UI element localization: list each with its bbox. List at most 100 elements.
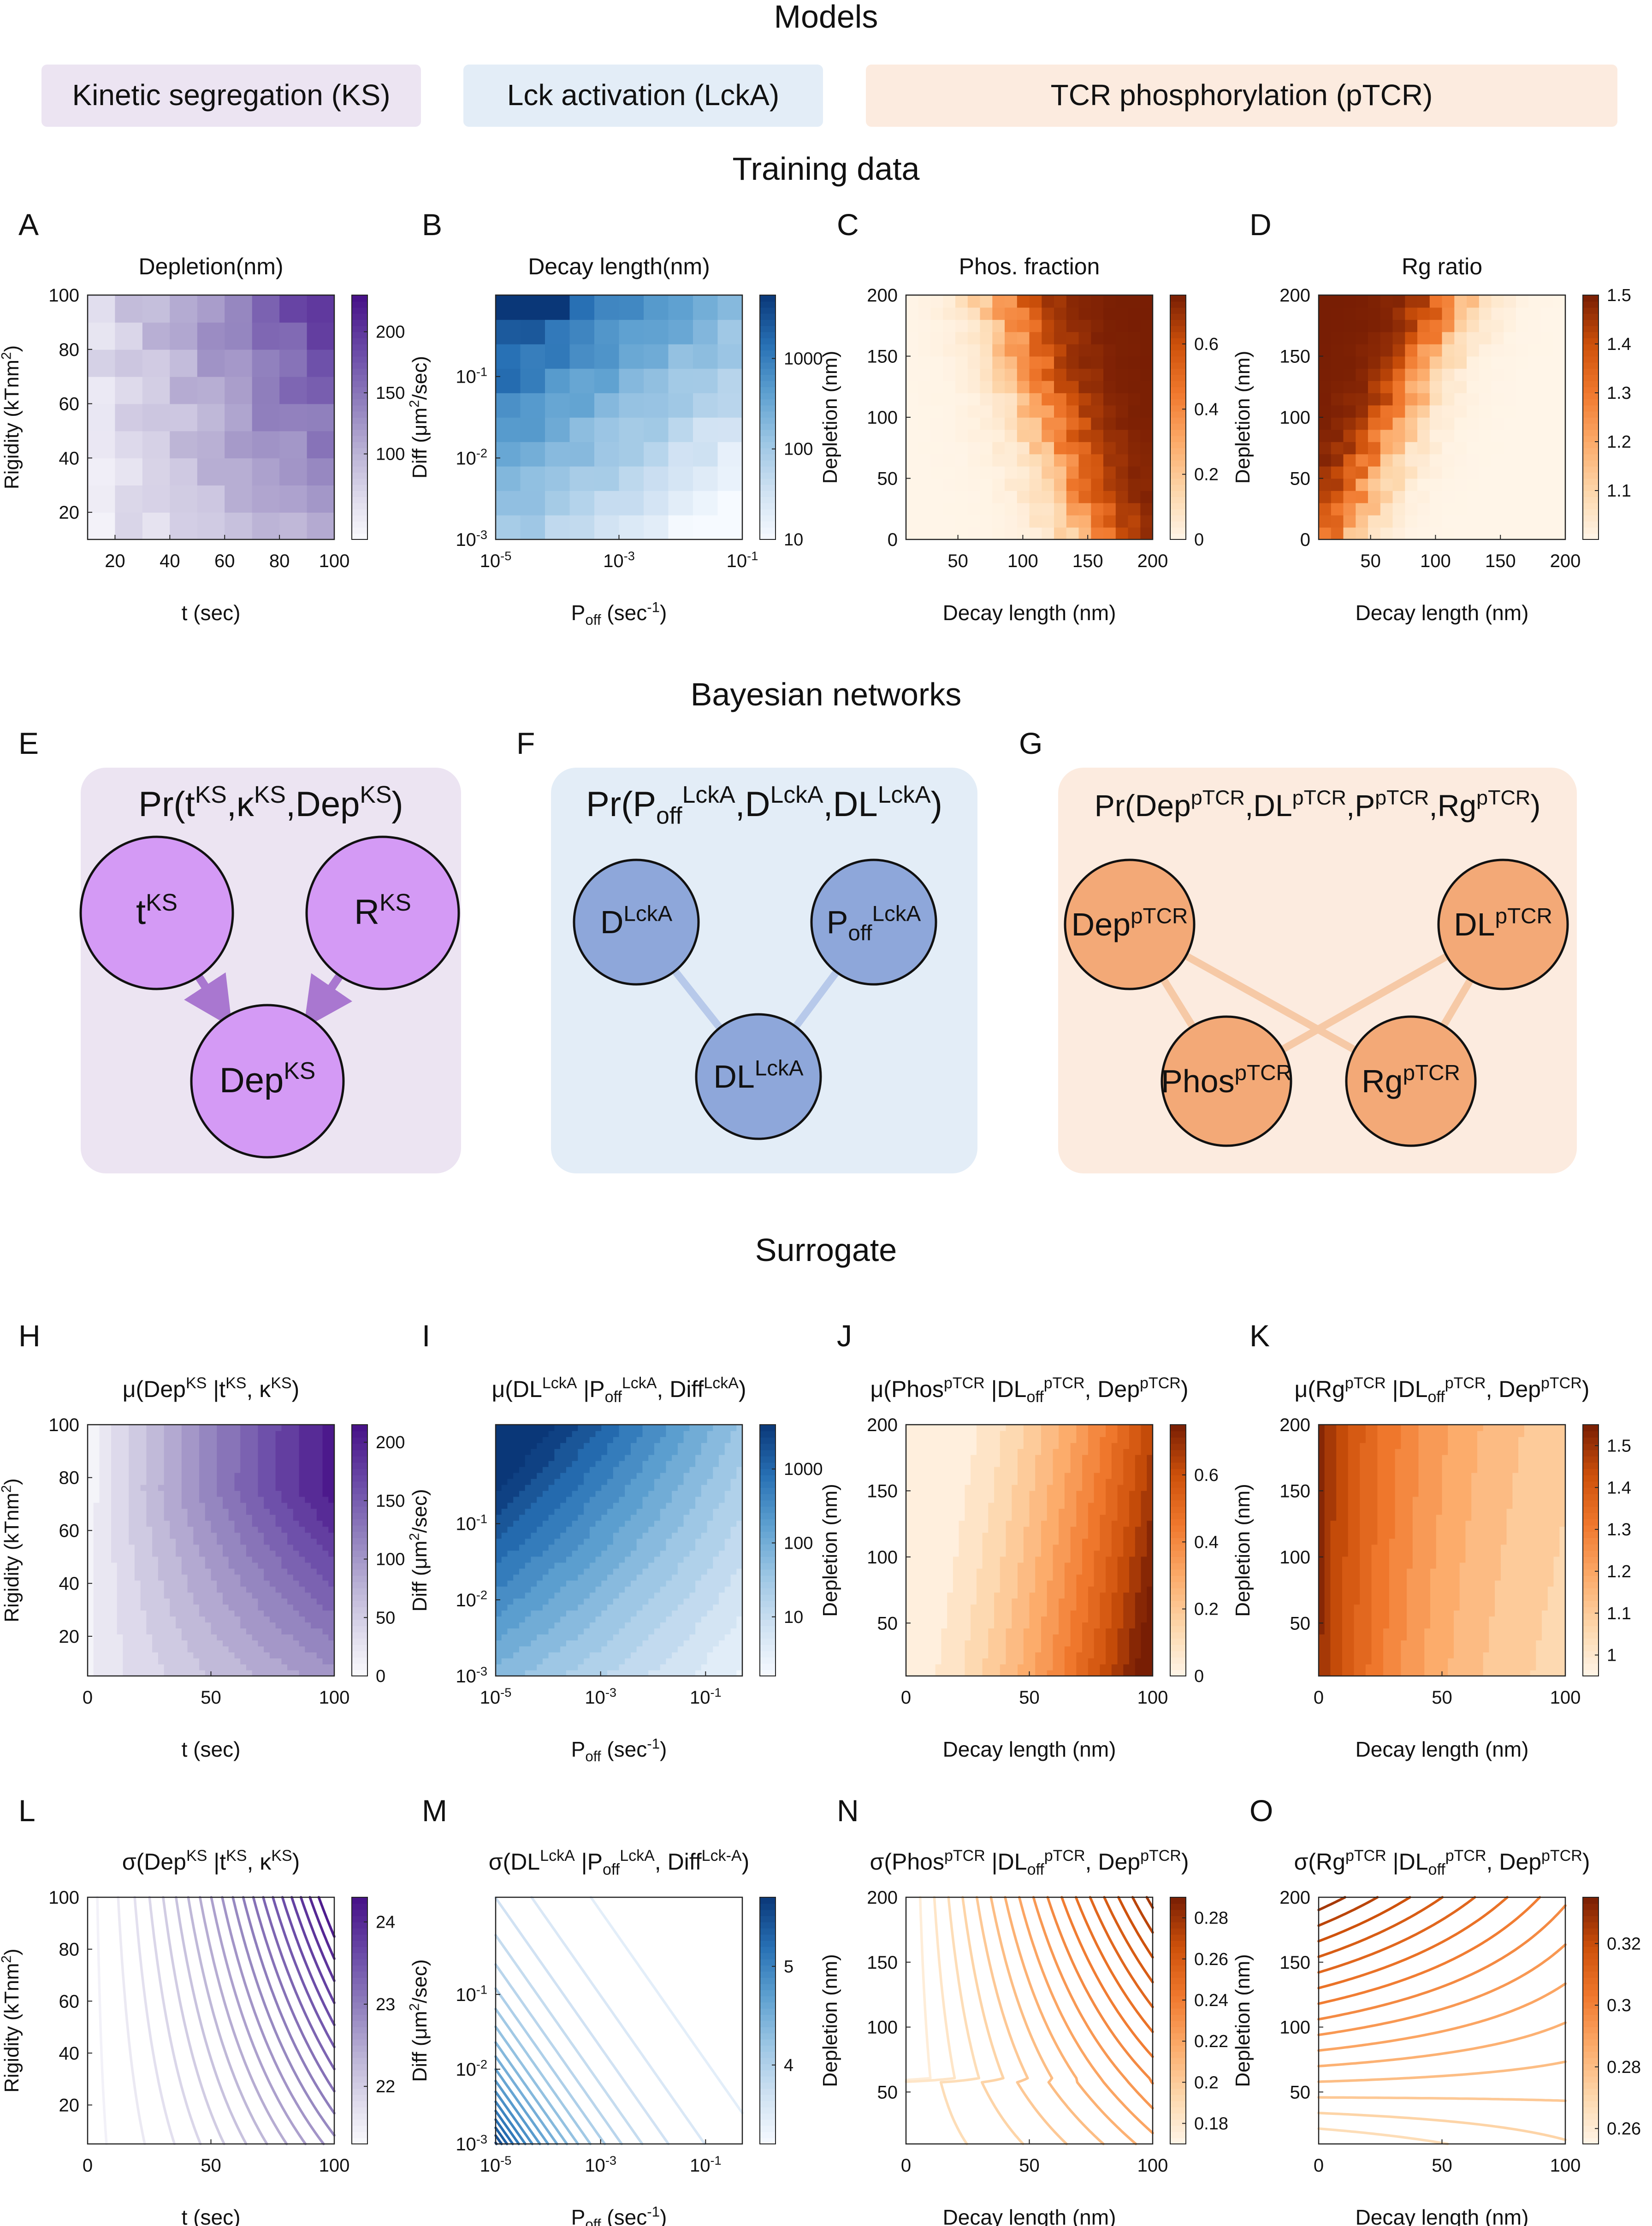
cell-I — [625, 1550, 631, 1557]
cell-I — [507, 1431, 514, 1437]
cell-A — [197, 403, 225, 432]
cell-H — [170, 1502, 176, 1509]
cell-I — [636, 1484, 643, 1491]
cell-H — [246, 1431, 253, 1437]
cell-I — [560, 1431, 567, 1437]
cell-D — [1392, 295, 1406, 308]
cell-I — [631, 1520, 637, 1527]
cell-I — [607, 1580, 614, 1587]
cell-H — [275, 1508, 282, 1515]
cell-A — [279, 295, 308, 323]
cell-I — [683, 1592, 690, 1599]
cell-C — [906, 368, 919, 381]
colorbar-segment — [352, 1456, 367, 1463]
cell-H — [328, 1437, 335, 1443]
cell-H — [275, 1610, 282, 1617]
cell-H — [99, 1496, 106, 1503]
cell-I — [631, 1634, 637, 1640]
cell-I — [554, 1425, 561, 1431]
cell-I — [677, 1670, 684, 1676]
cell-I — [601, 1568, 608, 1575]
cell-C — [1042, 307, 1054, 320]
cell-D — [1467, 332, 1480, 344]
cell-H — [193, 1514, 200, 1521]
cell-C — [1054, 295, 1067, 308]
cell-D — [1405, 515, 1418, 528]
cell-I — [595, 1670, 602, 1676]
cell-I — [631, 1532, 637, 1539]
cell-I — [695, 1514, 702, 1521]
cell-I — [589, 1550, 596, 1557]
cell-I — [642, 1514, 649, 1521]
colorbar-segment — [1170, 307, 1186, 314]
cell-I — [713, 1448, 719, 1455]
cell-H — [246, 1610, 253, 1617]
cell-I — [548, 1442, 555, 1449]
cell-I — [689, 1670, 696, 1676]
cell-H — [275, 1425, 282, 1431]
cell-C — [1115, 429, 1129, 442]
cell-D — [1429, 503, 1443, 515]
cell-H — [234, 1520, 241, 1527]
cell-H — [217, 1586, 223, 1593]
cell-H — [187, 1484, 194, 1491]
cell-H — [123, 1478, 129, 1485]
cell-D — [1356, 295, 1368, 308]
cell-C — [1005, 466, 1018, 479]
cell-C — [1091, 344, 1104, 357]
cell-C — [1029, 380, 1042, 393]
cell-C — [1005, 442, 1018, 455]
cell-D — [1516, 429, 1529, 442]
colorbar-segment — [1583, 460, 1599, 467]
cell-H — [264, 1532, 270, 1539]
cell-I — [642, 1466, 649, 1473]
cell-H — [234, 1544, 241, 1551]
cell-H — [123, 1532, 129, 1539]
cell-H — [287, 1448, 294, 1455]
cell-D — [1504, 491, 1516, 503]
cell-I — [507, 1568, 514, 1575]
cell-H — [311, 1556, 317, 1563]
cell-H — [134, 1508, 141, 1515]
cell-H — [176, 1664, 182, 1670]
cell-H — [316, 1574, 323, 1581]
cell-I — [654, 1478, 661, 1485]
cell-I — [689, 1640, 696, 1646]
cell-H — [170, 1472, 176, 1479]
cell-H — [322, 1598, 329, 1605]
cell-B — [569, 466, 595, 491]
cell-H — [164, 1520, 171, 1527]
cell-I — [736, 1478, 743, 1485]
cell-H — [311, 1634, 317, 1640]
cell-H — [246, 1562, 253, 1569]
cell-I — [501, 1425, 508, 1431]
cell-B — [594, 295, 620, 320]
plot-area-D — [1319, 295, 1566, 540]
cell-I — [584, 1640, 590, 1646]
chart-title-H: μ(DepKS |tKS, κKS) — [123, 1374, 300, 1402]
cell-H — [164, 1538, 171, 1545]
cell-H — [99, 1646, 106, 1652]
cell-I — [589, 1670, 596, 1676]
cell-I — [531, 1586, 537, 1593]
cell-H — [134, 1622, 141, 1628]
cell-I — [548, 1634, 555, 1640]
cell-I — [619, 1658, 625, 1664]
colorbar-segment — [760, 1493, 776, 1501]
cell-H — [211, 1532, 217, 1539]
cell-I — [501, 1454, 508, 1461]
cell-I — [660, 1568, 667, 1575]
cell-I — [542, 1472, 549, 1479]
colorbar-segment — [760, 1475, 776, 1482]
cell-I — [660, 1610, 667, 1617]
cell-D — [1417, 491, 1430, 503]
cell-H — [305, 1460, 311, 1467]
cell-H — [111, 1568, 118, 1575]
cell-H — [105, 1496, 112, 1503]
cell-I — [719, 1550, 725, 1557]
cell-I — [542, 1508, 549, 1515]
cell-D — [1331, 344, 1344, 357]
cell-I — [595, 1437, 602, 1443]
colorbar-segment — [352, 1519, 367, 1526]
cell-I — [560, 1448, 567, 1455]
